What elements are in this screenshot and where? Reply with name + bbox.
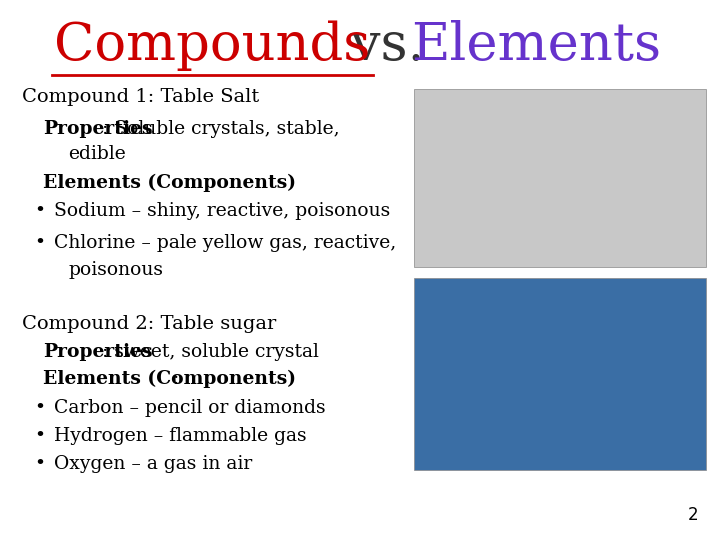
Text: Compound 2: Table sugar: Compound 2: Table sugar bbox=[22, 315, 276, 333]
Text: :: : bbox=[167, 370, 179, 388]
Text: •: • bbox=[34, 427, 45, 445]
Text: : Soluble crystals, stable,: : Soluble crystals, stable, bbox=[102, 119, 340, 138]
Text: Compound 1: Table Salt: Compound 1: Table Salt bbox=[22, 88, 259, 106]
Text: Properties: Properties bbox=[43, 119, 153, 138]
Text: poisonous: poisonous bbox=[68, 261, 163, 279]
Text: •: • bbox=[34, 201, 45, 220]
Text: Oxygen – a gas in air: Oxygen – a gas in air bbox=[54, 455, 252, 473]
Text: Elements: Elements bbox=[411, 21, 662, 71]
Text: Hydrogen – flammable gas: Hydrogen – flammable gas bbox=[54, 427, 307, 445]
Text: Elements (Components): Elements (Components) bbox=[43, 370, 296, 388]
Text: •: • bbox=[34, 455, 45, 473]
Text: edible: edible bbox=[68, 145, 126, 163]
Bar bbox=[414, 89, 706, 267]
Text: Sodium – shiny, reactive, poisonous: Sodium – shiny, reactive, poisonous bbox=[54, 201, 390, 220]
Text: Compounds: Compounds bbox=[54, 21, 371, 71]
Text: Elements (Components): Elements (Components) bbox=[43, 173, 296, 192]
Text: 2: 2 bbox=[688, 506, 698, 524]
Text: vs.: vs. bbox=[334, 21, 441, 71]
Text: •: • bbox=[34, 234, 45, 252]
Text: •: • bbox=[34, 399, 45, 417]
Bar bbox=[414, 278, 706, 470]
Text: Properties: Properties bbox=[43, 343, 153, 361]
Text: Carbon – pencil or diamonds: Carbon – pencil or diamonds bbox=[54, 399, 325, 417]
Text: Chlorine – pale yellow gas, reactive,: Chlorine – pale yellow gas, reactive, bbox=[54, 234, 396, 252]
Text: : sweet, soluble crystal: : sweet, soluble crystal bbox=[102, 343, 319, 361]
